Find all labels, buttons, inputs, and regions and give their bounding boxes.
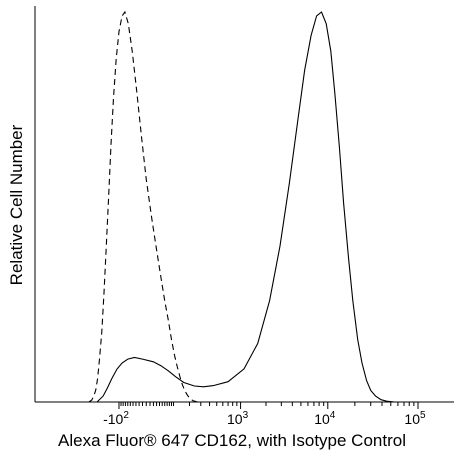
x-tick-label: -102: [103, 410, 129, 427]
x-tick-label: 104: [314, 410, 336, 427]
isotype-control-curve: [88, 10, 198, 403]
x-tick-label: 103: [227, 410, 249, 427]
cd162-curve: [96, 11, 426, 403]
axes: [34, 6, 454, 403]
y-axis-title: Relative Cell Number: [7, 124, 26, 285]
tick-layer: -102 103 104 105: [103, 402, 426, 427]
series-layer: [88, 10, 426, 403]
x-tick-label: 105: [404, 410, 426, 427]
x-axis-title: Alexa Fluor® 647 CD162, with Isotype Con…: [58, 431, 406, 450]
